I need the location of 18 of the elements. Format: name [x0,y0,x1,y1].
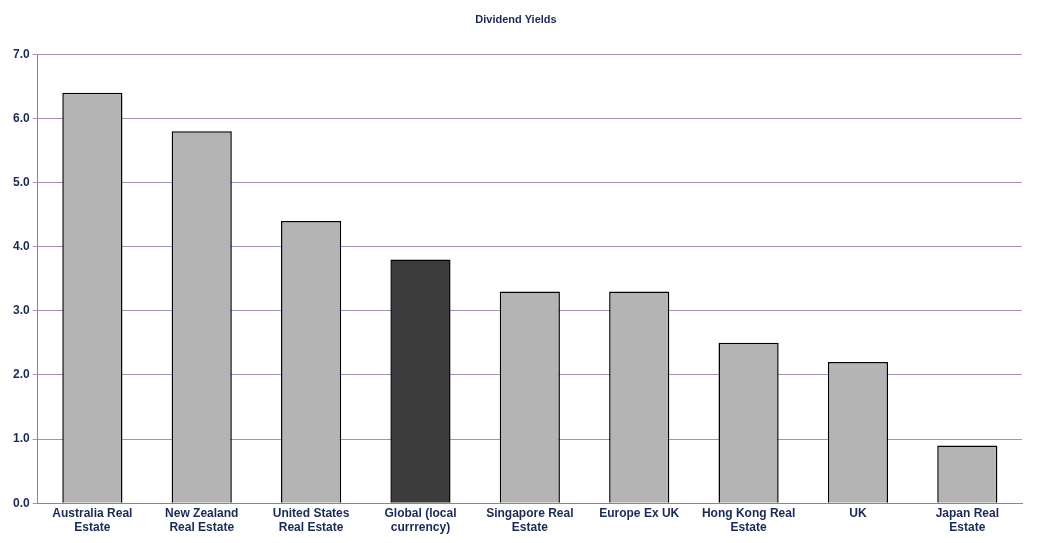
y-tick-label: 7.0 [12,46,30,61]
x-tick-label: New Zealand Real Estate [165,505,239,535]
x-tick-label: Singapore Real Estate [486,505,574,535]
x-tick-label: Global (local currrency) [384,505,457,535]
x-tick-label: United States Real Estate [272,505,350,535]
x-tick-label: Japan Real Estate [935,505,999,535]
chart-title: Dividend Yields [475,12,557,25]
y-tick-label: 3.0 [12,303,30,318]
y-tick-label: 2.0 [12,367,30,382]
y-tick-label: 6.0 [12,110,30,125]
y-tick-label: 4.0 [12,238,30,253]
y-tick-label: 5.0 [12,174,30,189]
x-tick-label: UK [849,505,867,520]
x-tick-label: Europe Ex UK [599,505,680,520]
x-tick-label: Australia Real Estate [52,505,133,535]
x-tick-label: Hong Kong Real Estate [701,505,796,535]
y-tick-label: 1.0 [12,431,30,446]
y-tick-label: 0.0 [12,495,30,510]
